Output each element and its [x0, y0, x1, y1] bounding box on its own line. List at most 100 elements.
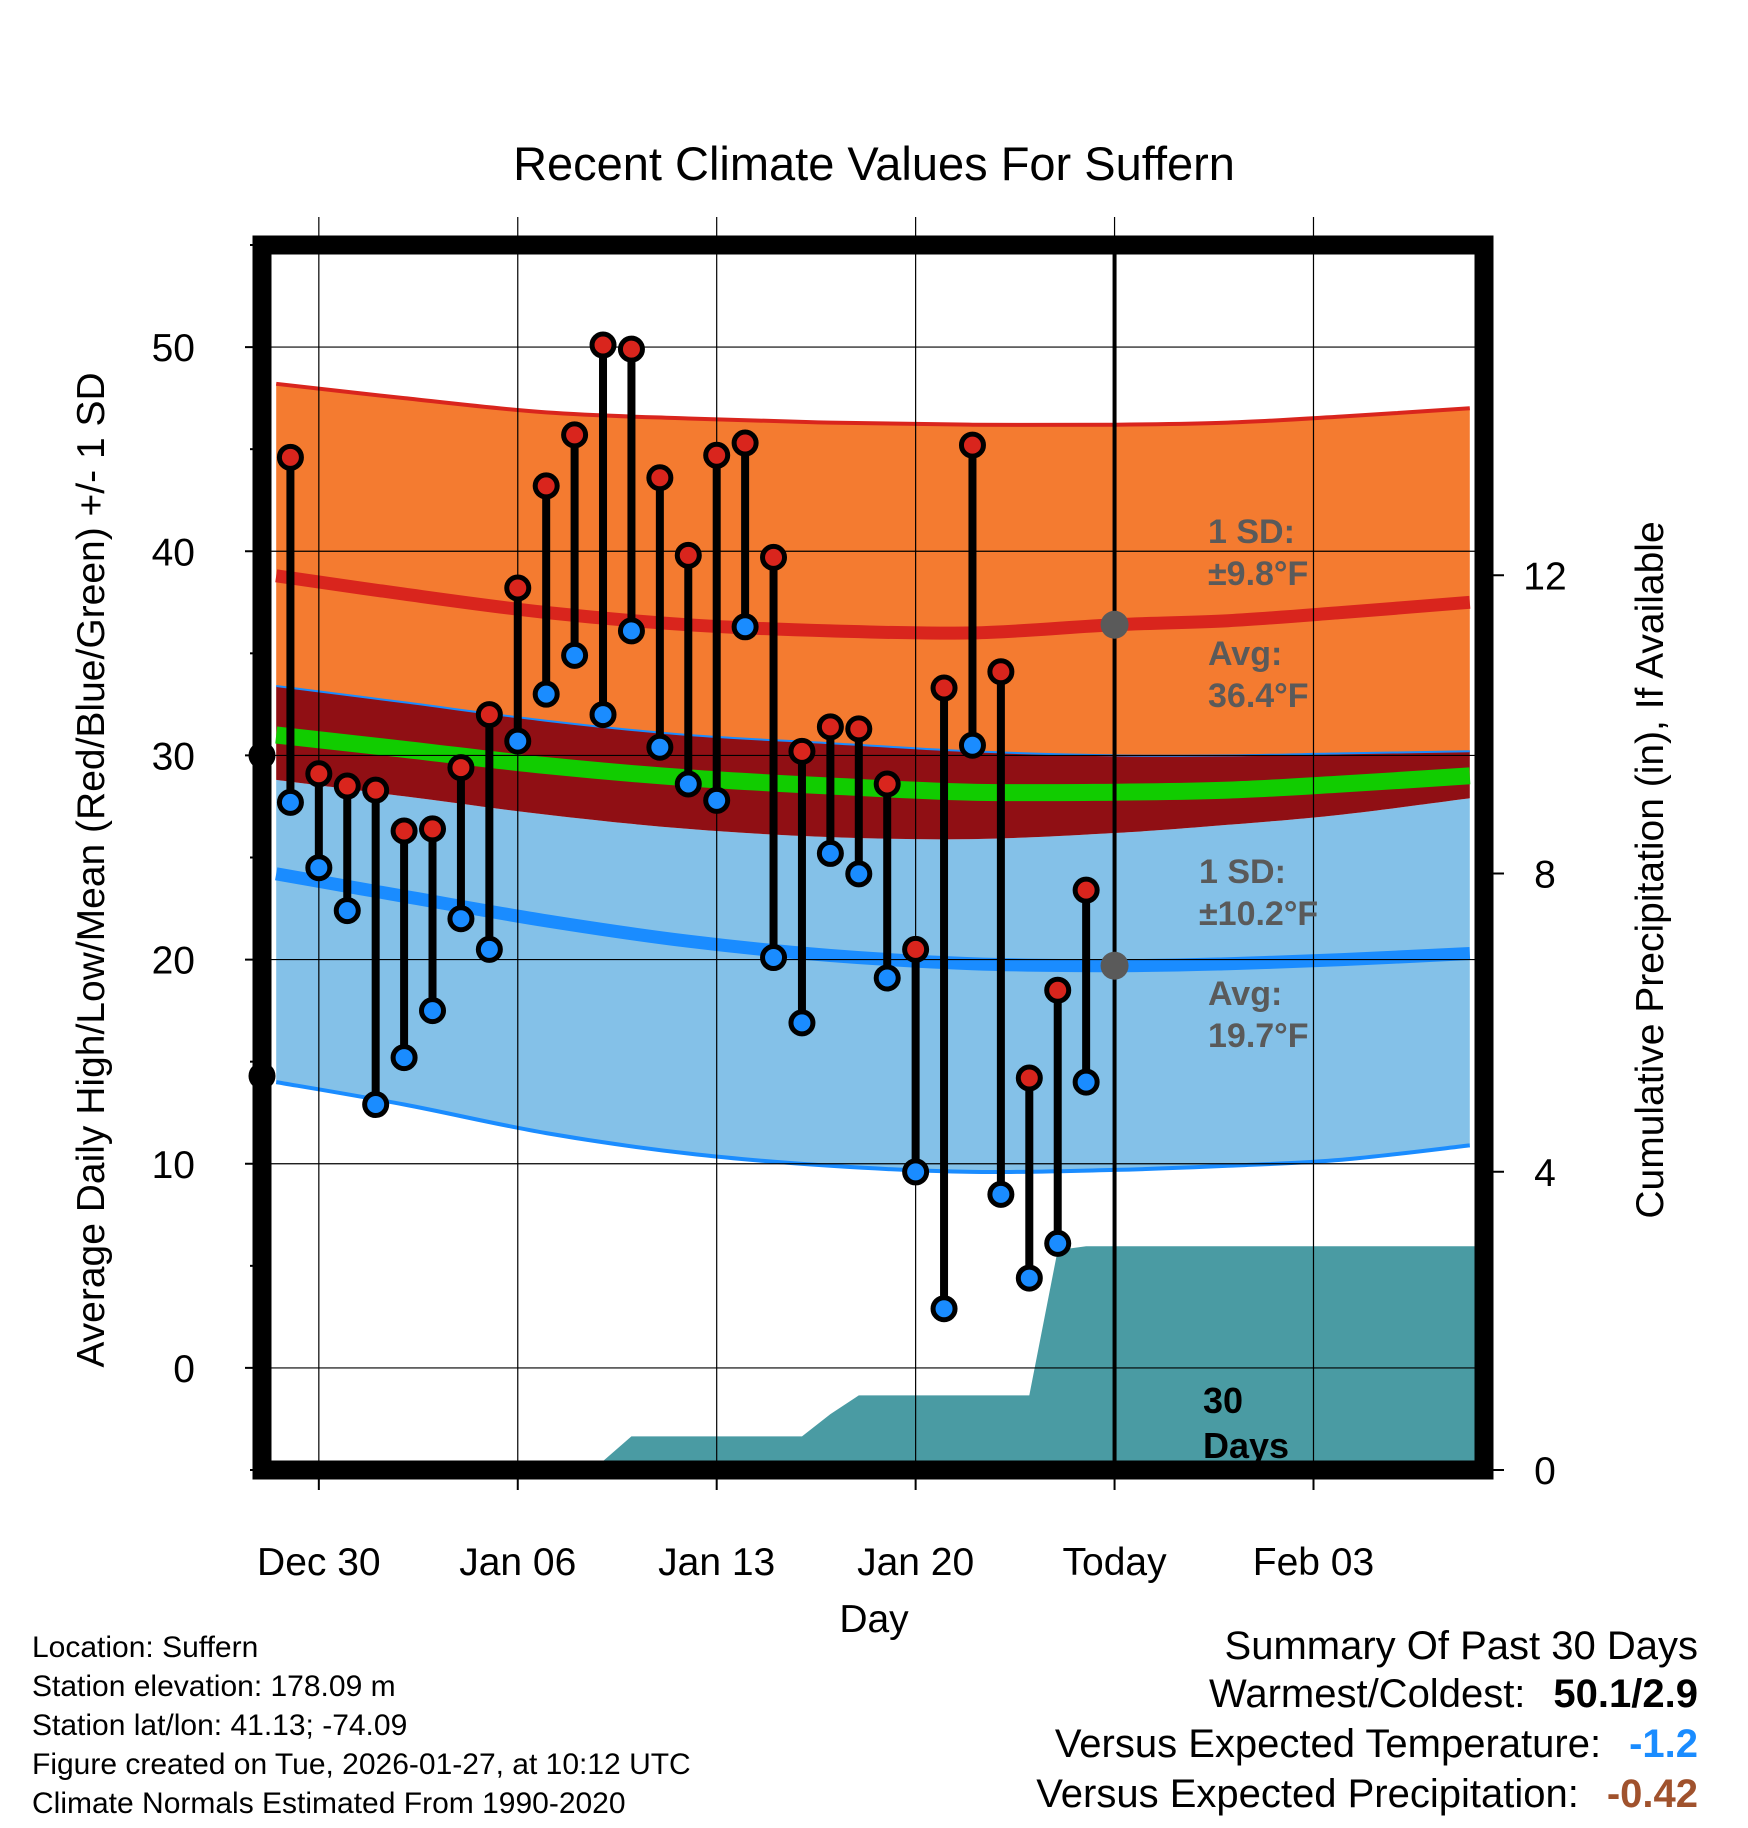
- daily-high-point: [305, 760, 333, 788]
- precipitation-area: [262, 1246, 1484, 1470]
- days-count-word: Days: [1203, 1425, 1289, 1466]
- days-count-number: 30: [1203, 1380, 1243, 1421]
- daily-low-point: [362, 1091, 390, 1119]
- daily-low-point: [646, 733, 674, 761]
- climate-normals-note: Climate Normals Estimated From 1990-2020: [32, 1787, 626, 1820]
- daily-high-point: [1015, 1064, 1043, 1092]
- x-axis-label: Day: [839, 1598, 909, 1641]
- daily-low-point: [1072, 1068, 1100, 1096]
- daily-high-point: [646, 464, 674, 492]
- high-sd-value: ±9.8°F: [1208, 555, 1308, 593]
- high-upper-sd-line: [275, 381, 1470, 427]
- summary-warmest-row: Warmest/Coldest: 50.1/2.9: [1209, 1672, 1698, 1717]
- daily-high-point: [987, 658, 1015, 686]
- y-tick-label-20: 20: [152, 940, 195, 983]
- daily-high-point: [674, 541, 702, 569]
- daily-low-point: [617, 617, 645, 645]
- high-avg-value: 36.4°F: [1208, 677, 1309, 715]
- daily-high-point: [731, 429, 759, 457]
- plot-frame: [252, 235, 1494, 1480]
- x-tick-label-today: Today: [1063, 1541, 1168, 1584]
- daily-low-point: [845, 860, 873, 888]
- daily-high-point: [816, 713, 844, 741]
- y-tick-label-30: 30: [152, 735, 195, 778]
- daily-low-point: [816, 839, 844, 867]
- daily-high-point: [703, 441, 731, 469]
- y2-tick-label-12: 12: [1523, 555, 1566, 598]
- summary-title: Summary Of Past 30 Days: [1224, 1624, 1698, 1668]
- summary-temperature-value: -1.2: [1629, 1722, 1698, 1766]
- summary-precipitation-row: Versus Expected Precipitation: -0.42: [1036, 1772, 1698, 1817]
- daily-low-point: [589, 701, 617, 729]
- daily-high-point: [475, 701, 503, 729]
- summary-precipitation-value: -0.42: [1606, 1772, 1698, 1816]
- mean-upper-sd-line: [276, 685, 1470, 757]
- low-avg-title: Avg:: [1208, 975, 1282, 1013]
- daily-high-point: [617, 335, 645, 363]
- y2-axis-label: Cumulative Precipitation (in), If Availa…: [1629, 521, 1672, 1218]
- daily-high-point: [447, 754, 475, 782]
- low-sd-value: ±10.2°F: [1199, 895, 1318, 933]
- summary-warmest-label: Warmest/Coldest:: [1209, 1672, 1526, 1716]
- summary-warmest-value: 50.1/2.9: [1553, 1672, 1698, 1716]
- high-average-marker: [1100, 610, 1129, 639]
- daily-high-point: [362, 776, 390, 804]
- daily-low-point: [276, 788, 304, 816]
- daily-low-point: [419, 997, 447, 1025]
- low-avg-value: 19.7°F: [1208, 1017, 1309, 1055]
- summary-temperature-row: Versus Expected Temperature: -1.2: [1055, 1722, 1698, 1767]
- daily-high-point: [589, 331, 617, 359]
- daily-low-point: [930, 1295, 958, 1323]
- figure-created: Figure created on Tue, 2026-01-27, at 10…: [32, 1748, 691, 1781]
- station-location: Location: Suffern: [32, 1631, 259, 1664]
- daily-low-point: [674, 770, 702, 798]
- y-tick-label-50: 50: [152, 327, 195, 370]
- daily-low-point: [873, 964, 901, 992]
- low-temperature-sd-band: [276, 779, 1470, 1173]
- y-tick-label-10: 10: [152, 1144, 195, 1187]
- daily-high-point: [1072, 876, 1100, 904]
- summary-temperature-label: Versus Expected Temperature:: [1054, 1722, 1602, 1766]
- daily-low-point: [475, 935, 503, 963]
- daily-high-point: [532, 472, 560, 500]
- daily-high-point: [958, 431, 986, 459]
- daily-low-point: [561, 641, 589, 669]
- y2-tick-label-8: 8: [1534, 854, 1556, 897]
- daily-low-point: [390, 1044, 418, 1072]
- daily-low-point: [333, 897, 361, 925]
- station-elevation: Station elevation: 178.09 m: [32, 1670, 396, 1703]
- daily-low-point: [1044, 1229, 1072, 1257]
- daily-high-point: [276, 443, 304, 471]
- daily-low-point: [902, 1158, 930, 1186]
- daily-high-point: [390, 817, 418, 845]
- daily-high-point: [930, 674, 958, 702]
- x-tick-label-jan-20: Jan 20: [857, 1541, 974, 1584]
- daily-low-point: [703, 786, 731, 814]
- high-sd-title: 1 SD:: [1208, 513, 1295, 551]
- x-tick-label-jan-06: Jan 06: [459, 1541, 576, 1584]
- daily-high-point: [845, 715, 873, 743]
- daily-high-point: [333, 772, 361, 800]
- daily-high-point: [561, 421, 589, 449]
- daily-low-point: [760, 944, 788, 972]
- chart-title: Recent Climate Values For Suffern: [513, 137, 1235, 190]
- y-tick-label-0: 0: [173, 1348, 195, 1391]
- y-axis-label: Average Daily High/Low/Mean (Red/Blue/Gr…: [70, 372, 113, 1367]
- high-average-line: [275, 569, 1471, 640]
- daily-high-point: [504, 574, 532, 602]
- x-tick-label-feb-03: Feb 03: [1253, 1541, 1374, 1584]
- high-avg-title: Avg:: [1208, 635, 1282, 673]
- low-average-marker: [1100, 951, 1129, 980]
- daily-high-point: [873, 770, 901, 798]
- daily-high-point: [1044, 976, 1072, 1004]
- daily-high-point: [419, 815, 447, 843]
- daily-low-point: [958, 731, 986, 759]
- summary-precipitation-label: Versus Expected Precipitation:: [1036, 1772, 1579, 1816]
- daily-high-point: [760, 543, 788, 571]
- daily-high-point: [788, 737, 816, 765]
- daily-high-point: [902, 935, 930, 963]
- daily-low-point: [987, 1180, 1015, 1208]
- daily-low-point: [1015, 1264, 1043, 1292]
- daily-low-point: [788, 1009, 816, 1037]
